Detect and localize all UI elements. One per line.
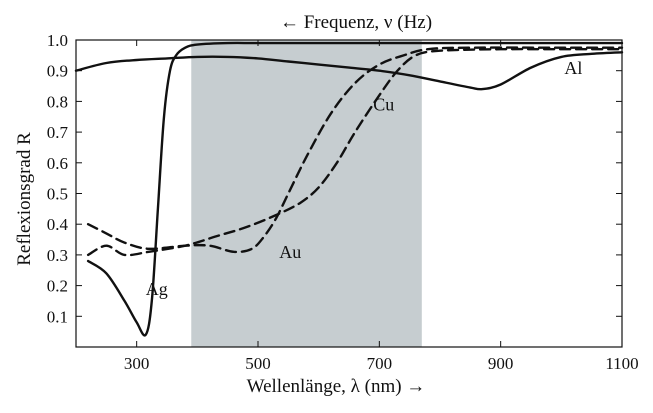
y-tick-label: 0.8 [47,92,68,111]
y-tick-label: 0.6 [47,154,68,173]
x-tick-label: 700 [367,354,393,373]
y-tick-label: 0.5 [47,185,68,204]
series-annotations: Al Ag Au Cu [146,58,583,299]
series-line-cu [86,47,624,257]
y-tick-label: 0.3 [47,246,68,265]
y-axis-label: Reflexionsgrad R [14,132,35,266]
y-tick-label: 0.1 [47,307,68,326]
x-tick-label: 500 [245,354,271,373]
series-lines [74,41,624,337]
y-tick-label: 0.9 [47,62,68,81]
y-tick-label: 0.4 [47,215,69,234]
y-tick-label: 1.0 [47,31,68,50]
x-tick-label: 300 [124,354,150,373]
annotation-au: Au [279,242,301,262]
y-tick-label: 0.2 [47,277,68,296]
annotation-cu: Cu [373,95,394,115]
top-axis-label: ← Frequenz, ν (Hz) [280,12,432,33]
x-tick-label: 900 [488,354,514,373]
visible-band [191,40,422,347]
y-tick-label: 0.7 [47,123,69,142]
axis-ticks: 300 500 700 900 1100 0.1 0.2 0.3 0.4 0.5 0.6 0.7 0.8… [47,31,639,373]
series-line-au [86,46,624,254]
x-axis-label: Wellenlänge, λ (nm) → [247,376,426,397]
x-tick-label: 1100 [605,354,638,373]
series-line-al [74,51,624,91]
series-line-ag [86,41,624,337]
annotation-al: Al [564,58,582,78]
annotation-ag: Ag [146,279,168,299]
